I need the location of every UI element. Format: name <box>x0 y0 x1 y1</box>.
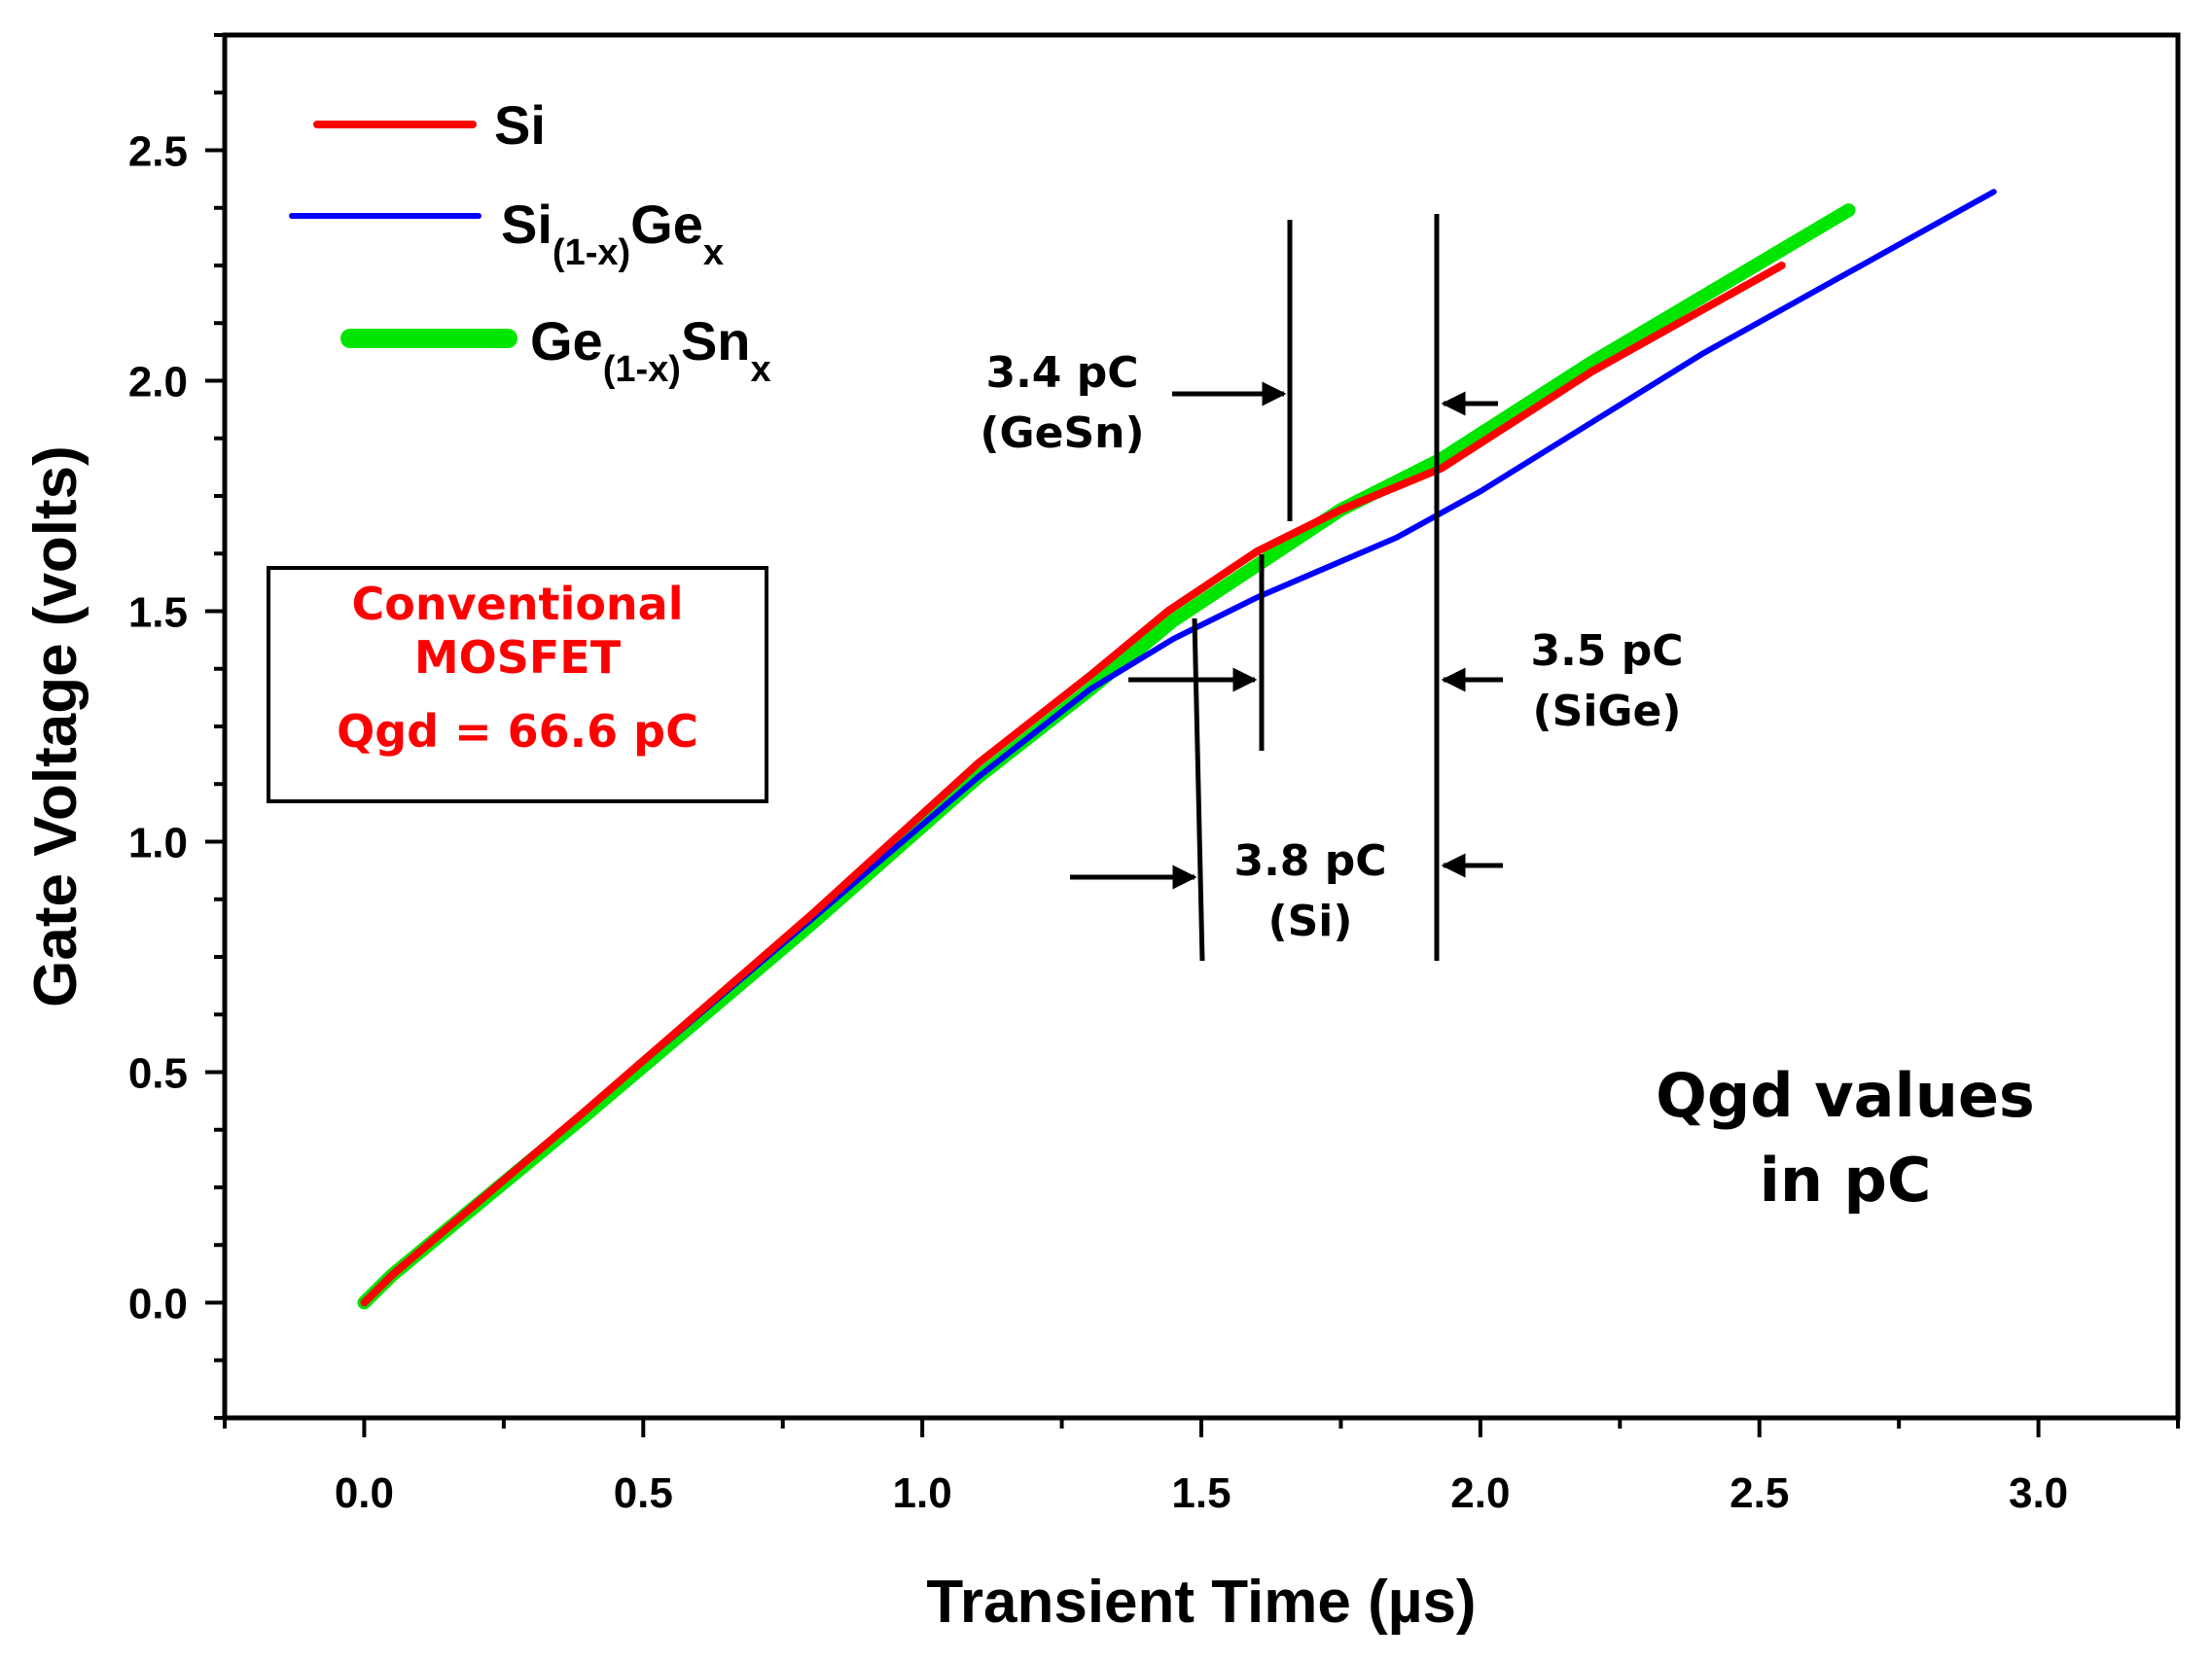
series-line-si <box>360 262 1786 1307</box>
gesn-qgd-label: (GeSn) <box>980 408 1144 458</box>
si-marker-line <box>1192 618 1205 962</box>
x-tick-label: 1.5 <box>1171 1469 1231 1517</box>
y-tick-label: 1.5 <box>128 589 188 637</box>
x-tick-label: 2.0 <box>1450 1469 1510 1517</box>
y-tick-label: 2.0 <box>128 359 188 406</box>
axis-tick-labels: 0.0 0.5 1.0 1.5 2.0 2.5 3.0 0.0 0.5 1.0 1.5 2.0 2.5 <box>128 128 2068 1518</box>
box-line-mosfet: MOSFET <box>414 631 622 684</box>
box-line-conventional: Conventional <box>352 578 684 630</box>
legend: Si Si(1-x)Gex Ge(1-x)Snx <box>289 94 771 390</box>
y-tick-label: 1.0 <box>128 820 188 867</box>
si-qgd-value: 3.8 pC <box>1233 836 1386 886</box>
legend-label-si: Si <box>494 94 546 156</box>
box-line-qgd: Qgd = 66.6 pC <box>337 705 698 758</box>
x-tick-label: 0.5 <box>614 1469 673 1517</box>
sige-qgd-label: (SiGe) <box>1533 687 1682 736</box>
x-tick-label: 3.0 <box>2009 1469 2068 1517</box>
x-tick-label: 2.5 <box>1730 1469 1789 1517</box>
x-tick-label: 0.0 <box>335 1469 394 1517</box>
axis-ticks <box>205 33 2180 1437</box>
gesn-qgd-value: 3.4 pC <box>985 348 1138 398</box>
qgd-markers <box>1070 214 1503 962</box>
legend-label-gesn: Ge(1-x)Snx <box>530 310 771 390</box>
qgd-note-line1: Qgd values <box>1656 1060 2035 1131</box>
legend-label-sige: Si(1-x)Gex <box>501 194 724 273</box>
x-axis-title: Transient Time (µs) <box>926 1569 1476 1636</box>
y-axis-title: Gate Voltage (volts) <box>22 445 89 1007</box>
qgd-note-line2: in pC <box>1760 1145 1932 1216</box>
si-qgd-label: (Si) <box>1268 897 1353 946</box>
y-tick-label: 0.0 <box>128 1281 188 1328</box>
y-tick-label: 0.5 <box>128 1050 188 1098</box>
series-layer <box>357 189 1997 1310</box>
sige-qgd-value: 3.5 pC <box>1530 626 1683 676</box>
y-tick-label: 2.5 <box>128 128 188 176</box>
conventional-mosfet-box: Conventional MOSFET Qgd = 66.6 pC <box>267 566 768 803</box>
x-tick-label: 1.0 <box>893 1469 952 1517</box>
